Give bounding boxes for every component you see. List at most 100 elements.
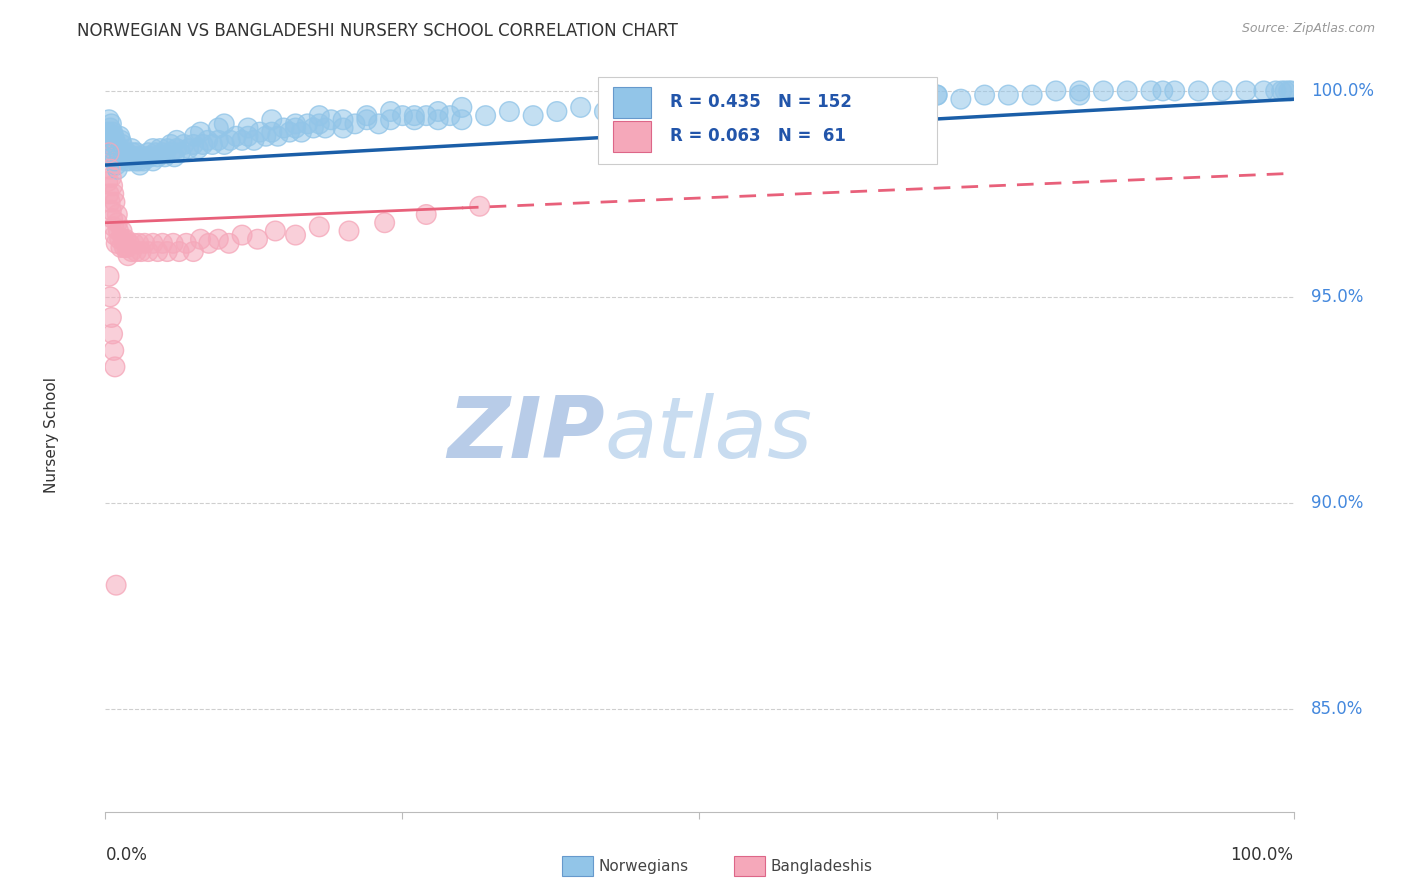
Point <box>308 109 330 123</box>
Point <box>143 145 166 160</box>
Point <box>100 142 122 156</box>
Point <box>118 236 141 251</box>
Point <box>1253 84 1275 98</box>
Point <box>302 120 325 135</box>
Point <box>415 109 437 123</box>
Point <box>374 216 396 230</box>
Point <box>302 120 325 135</box>
Point <box>1279 84 1302 98</box>
Point <box>356 112 378 127</box>
Point <box>593 104 616 119</box>
Point <box>343 117 366 131</box>
Point <box>183 137 205 152</box>
Point <box>711 96 734 111</box>
Text: Nursery School: Nursery School <box>45 376 59 493</box>
Point <box>308 117 330 131</box>
Point <box>1140 84 1163 98</box>
Point <box>1092 84 1115 98</box>
Point <box>112 145 135 160</box>
Point <box>111 224 134 238</box>
Text: Bangladeshis: Bangladeshis <box>770 859 873 873</box>
Point <box>191 137 214 152</box>
Point <box>198 236 221 251</box>
Point <box>111 224 134 238</box>
Point <box>997 88 1019 103</box>
Point <box>117 150 139 164</box>
Point <box>439 109 461 123</box>
Point <box>380 112 402 127</box>
Point <box>415 207 437 221</box>
Point <box>136 145 159 160</box>
Point <box>246 232 269 246</box>
Point <box>925 88 948 103</box>
Point <box>101 211 124 226</box>
Point <box>98 195 121 210</box>
Point <box>101 125 124 139</box>
Point <box>163 150 186 164</box>
Point <box>925 88 948 103</box>
Point <box>689 100 711 114</box>
Point <box>190 232 212 246</box>
Point <box>290 125 312 139</box>
Point <box>115 240 138 254</box>
Point <box>855 96 877 111</box>
Point <box>107 145 129 160</box>
Point <box>101 326 124 341</box>
Point <box>249 125 271 139</box>
Point <box>174 236 197 251</box>
Point <box>569 100 592 114</box>
Point <box>103 129 125 144</box>
Point <box>207 232 229 246</box>
Point <box>112 145 135 160</box>
Point <box>118 153 141 168</box>
Point <box>332 120 354 135</box>
Point <box>98 137 121 152</box>
Point <box>98 145 121 160</box>
Point <box>415 207 437 221</box>
Point <box>1152 84 1174 98</box>
Point <box>278 125 301 139</box>
Point <box>498 104 520 119</box>
Point <box>122 150 145 164</box>
Point <box>879 92 901 106</box>
Point <box>546 104 568 119</box>
Point <box>236 129 259 144</box>
Point <box>100 203 122 218</box>
Point <box>112 232 135 246</box>
Point <box>254 129 277 144</box>
Point <box>98 186 121 201</box>
Text: 0.0%: 0.0% <box>105 846 148 863</box>
Point <box>105 137 128 152</box>
Point <box>1069 88 1091 103</box>
Point <box>308 219 330 234</box>
Point <box>321 112 343 127</box>
Point <box>166 133 188 147</box>
Point <box>973 88 995 103</box>
Point <box>231 133 253 147</box>
Point <box>1264 84 1286 98</box>
Point <box>111 137 134 152</box>
Point <box>100 117 122 131</box>
Point <box>231 228 253 243</box>
Point <box>903 92 925 106</box>
Point <box>110 240 132 254</box>
Point <box>107 224 129 238</box>
Point <box>190 125 212 139</box>
Point <box>159 145 181 160</box>
Text: 95.0%: 95.0% <box>1312 288 1364 306</box>
Point <box>267 129 290 144</box>
Point <box>201 137 224 152</box>
Point <box>110 240 132 254</box>
Point <box>450 112 472 127</box>
Point <box>129 158 152 172</box>
Point <box>128 236 150 251</box>
Point <box>108 150 131 164</box>
Point <box>104 195 127 210</box>
Point <box>759 96 782 111</box>
Point <box>1278 84 1301 98</box>
Point <box>197 133 219 147</box>
Point <box>97 125 120 139</box>
Point <box>1187 84 1209 98</box>
Point <box>593 104 616 119</box>
Point <box>284 120 307 135</box>
